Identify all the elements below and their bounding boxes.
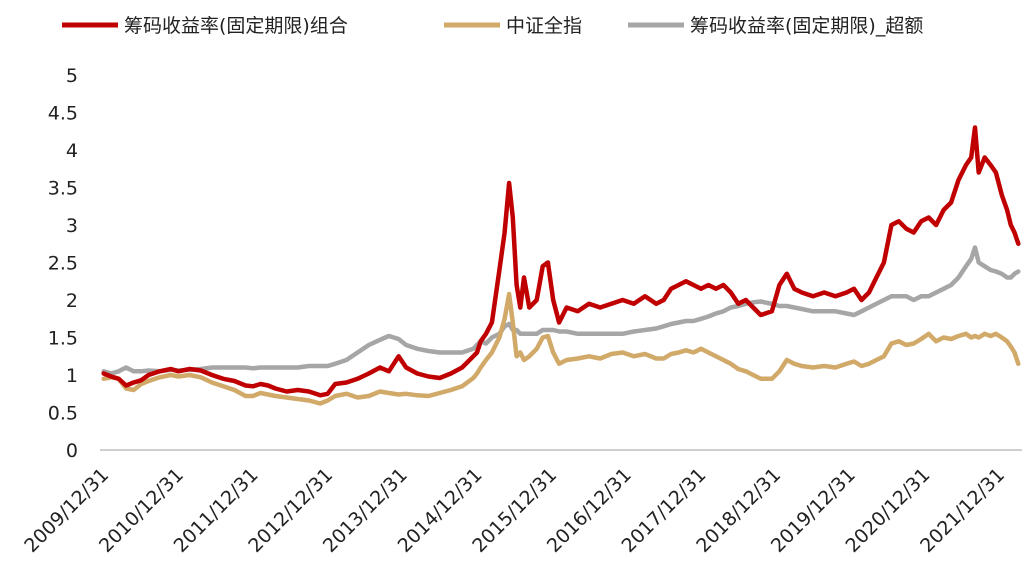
y-tick-label: 0 — [66, 440, 78, 462]
y-tick-label: 2.5 — [48, 253, 78, 275]
y-tick-label: 1 — [66, 365, 78, 387]
y-tick-label: 5 — [66, 65, 78, 87]
y-axis: 0 0.5 1 1.5 2 2.5 3 3.5 4 4.5 5 — [48, 65, 78, 462]
plot-area — [101, 125, 1021, 406]
y-tick-label: 4 — [66, 140, 78, 162]
y-tick-label: 1.5 — [48, 328, 78, 350]
y-tick-label: 0.5 — [48, 403, 78, 425]
series-line-1 — [101, 291, 1021, 406]
legend: 筹码收益率(固定期限)组合 中证全指 筹码收益率(固定期限)_超额 — [62, 15, 923, 37]
series-line-0 — [101, 125, 1021, 398]
series-line-2 — [101, 245, 1021, 376]
y-tick-label: 3.5 — [48, 178, 78, 200]
legend-label-combo: 筹码收益率(固定期限)组合 — [124, 15, 348, 37]
legend-label-excess: 筹码收益率(固定期限)_超额 — [690, 15, 923, 37]
x-axis: 2009/12/312010/12/312011/12/312012/12/31… — [20, 449, 1022, 557]
legend-label-index: 中证全指 — [506, 15, 582, 37]
y-tick-label: 3 — [66, 215, 78, 237]
y-tick-label: 4.5 — [48, 103, 78, 125]
y-tick-label: 2 — [66, 290, 78, 312]
